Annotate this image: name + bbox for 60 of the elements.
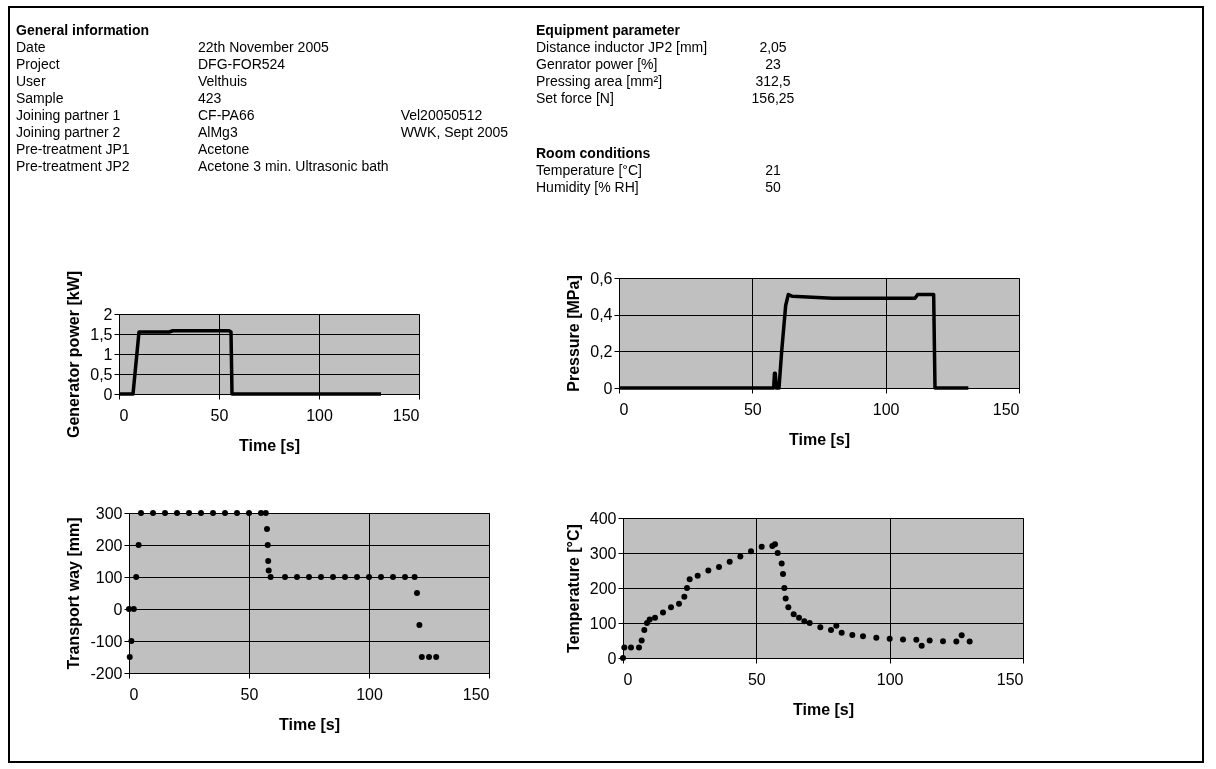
y-tick-label: 200 [589, 579, 617, 597]
x-axis-title: Time [s] [788, 430, 851, 448]
y-tick-label: 1 [103, 345, 113, 363]
y-tick-label: 100 [95, 568, 123, 586]
y-axis-title: Temperature [°C] [564, 524, 582, 653]
text: Sample 423 [16, 90, 222, 106]
text: Date 22th November 2005 [16, 39, 329, 55]
x-axis-title: Time [s] [238, 436, 301, 454]
x-tick-label: 100 [306, 406, 333, 424]
y-tick-label: -100 [90, 632, 123, 650]
text: Pressing area [mm²] 312,5 [536, 73, 791, 89]
x-tick-label: 0 [623, 670, 633, 688]
y-axis-title: Transport way [mm] [65, 517, 83, 670]
text: Project DFG-FOR524 [16, 56, 286, 72]
x-tick-label: 100 [876, 670, 904, 688]
y-tick-label: 0,4 [590, 306, 613, 324]
y-tick-label: 0,5 [90, 365, 113, 383]
text: Room conditions [536, 145, 652, 162]
text: Pre-treatment JP2 Acetone 3 min. Ultrasonic bath [16, 158, 389, 174]
x-axis-title: Time [s] [792, 700, 855, 718]
x-tick-label: 150 [392, 406, 420, 424]
y-tick-label: 0 [113, 600, 123, 618]
x-axis-title: Time [s] [278, 715, 341, 733]
text: Equipment parameter [536, 22, 681, 39]
x-tick-label: 50 [240, 685, 259, 703]
x-tick-label: 150 [462, 685, 490, 703]
y-tick-label: 2 [103, 305, 113, 323]
text: Genrator power [%] 23 [536, 56, 781, 72]
text: Temperature [°C] 21 [536, 162, 781, 178]
y-tick-label: 300 [589, 544, 617, 562]
text: General information [16, 22, 151, 39]
y-tick-label: 300 [95, 504, 123, 522]
x-tick-label: 0 [619, 400, 629, 418]
y-tick-label: 1,5 [90, 325, 113, 343]
x-tick-label: 50 [747, 670, 766, 688]
text: Joining partner 2 AlMg3 WWK, Sept 2005 [16, 124, 509, 140]
x-tick-label: 100 [872, 400, 900, 418]
y-axis-title: Pressure [MPa] [565, 275, 583, 392]
text: Joining partner 1 CF-PA66 Vel20050512 [16, 107, 483, 123]
y-tick-label: 0,2 [590, 342, 613, 360]
y-tick-label: 0 [103, 385, 113, 403]
y-tick-label: 0,6 [590, 269, 613, 287]
x-tick-label: 150 [992, 400, 1020, 418]
text: Humidity [% RH] 50 [536, 179, 781, 195]
text: Pre-treatment JP1 Acetone [16, 141, 250, 157]
text: Set force [N] 156,25 [536, 90, 795, 106]
y-axis-title: Generator power [kW] [65, 270, 83, 439]
x-tick-label: 150 [996, 670, 1024, 688]
y-tick-label: 200 [95, 536, 123, 554]
x-tick-label: 50 [210, 406, 229, 424]
text: Distance inductor JP2 [mm] 2,05 [536, 39, 787, 55]
x-tick-label: 100 [356, 685, 383, 703]
y-tick-label: 400 [589, 509, 617, 527]
y-tick-label: -200 [90, 664, 123, 682]
x-tick-label: 0 [129, 685, 139, 703]
y-tick-label: 100 [589, 614, 617, 632]
y-tick-label: 0 [603, 379, 613, 397]
x-tick-label: 50 [743, 400, 762, 418]
y-tick-label: 0 [607, 649, 617, 667]
text: User Velthuis [16, 73, 248, 89]
